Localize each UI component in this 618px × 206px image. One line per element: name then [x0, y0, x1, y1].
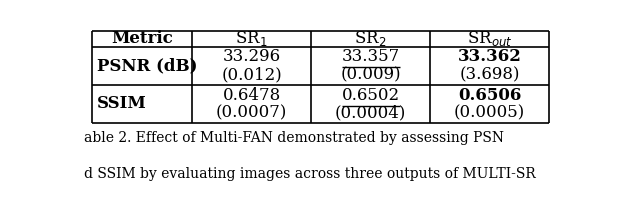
Text: SR$_{\mathit{out}}$: SR$_{\mathit{out}}$: [467, 29, 512, 48]
Text: 33.296: 33.296: [222, 48, 281, 66]
Text: 33.357: 33.357: [342, 48, 400, 66]
Text: (0.009): (0.009): [341, 66, 401, 83]
Text: 0.6506: 0.6506: [458, 87, 521, 104]
Text: 0.6478: 0.6478: [222, 87, 281, 104]
Text: able 2. Effect of Multi-FAN demonstrated by assessing PSN: able 2. Effect of Multi-FAN demonstrated…: [85, 131, 504, 145]
Text: (0.012): (0.012): [221, 66, 282, 83]
Text: SSIM: SSIM: [98, 95, 147, 112]
Text: (0.0007): (0.0007): [216, 104, 287, 121]
Text: (3.698): (3.698): [459, 66, 520, 83]
Text: PSNR (dB): PSNR (dB): [98, 57, 198, 74]
Text: 0.6502: 0.6502: [342, 87, 400, 104]
Text: Metric: Metric: [111, 30, 173, 47]
Text: SR$_{1}$: SR$_{1}$: [235, 29, 268, 48]
Text: d SSIM by evaluating images across three outputs of MULTI-SR: d SSIM by evaluating images across three…: [85, 167, 536, 181]
Text: SR$_{2}$: SR$_{2}$: [355, 29, 387, 48]
Text: (0.0004): (0.0004): [335, 104, 406, 121]
Text: (0.0005): (0.0005): [454, 104, 525, 121]
Text: 33.362: 33.362: [457, 48, 522, 66]
